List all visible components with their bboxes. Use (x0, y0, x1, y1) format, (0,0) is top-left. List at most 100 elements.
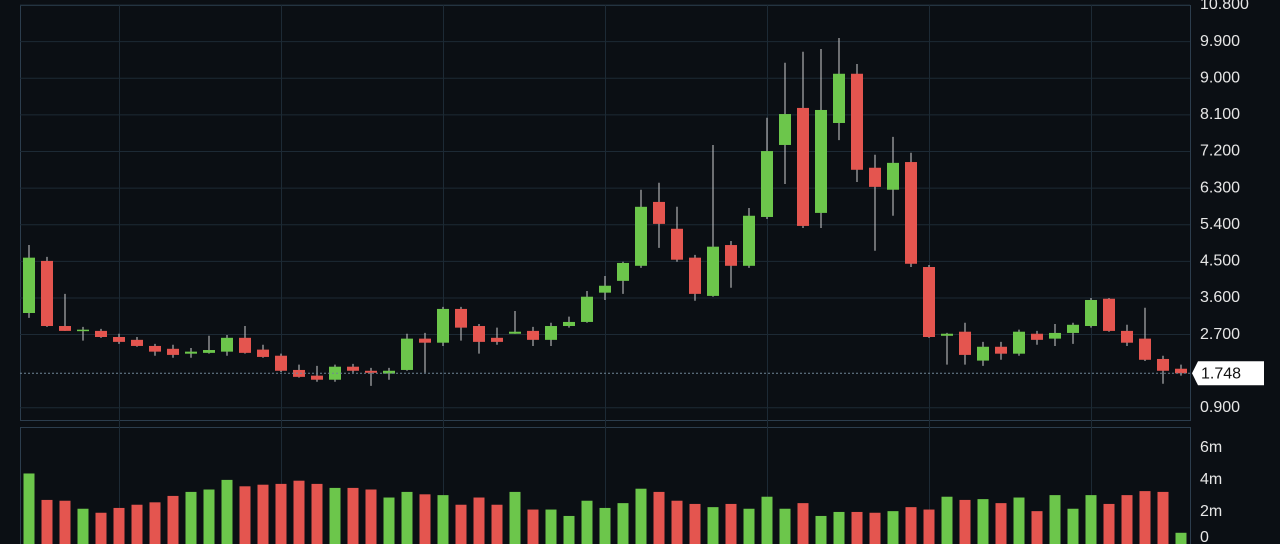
volume-bar (275, 483, 287, 544)
volume-bar (1031, 511, 1043, 544)
volume-bar (689, 503, 701, 544)
candle-body (113, 337, 125, 342)
volume-bar (473, 497, 485, 544)
volume-bar (311, 483, 323, 544)
y-tick-label: 5.400 (1200, 216, 1240, 233)
candle-body (617, 262, 629, 281)
candle-body (527, 330, 539, 340)
y-tick-label: 6.300 (1200, 179, 1240, 196)
y-tick-label: 0 (1200, 529, 1209, 544)
candle-body (167, 348, 179, 355)
candle-body (1031, 333, 1043, 340)
candle-body (1139, 338, 1151, 360)
volume-bar (167, 495, 179, 544)
candle-body (1103, 298, 1115, 331)
volume-bar (761, 496, 773, 544)
last-price-label: 1.748 (1201, 366, 1241, 383)
candle-body (257, 349, 269, 357)
volume-bar (1175, 532, 1187, 544)
volume-bar (923, 509, 935, 544)
candle-body (599, 285, 611, 293)
volume-bar (149, 502, 161, 544)
y-tick-label: 7.200 (1200, 143, 1240, 160)
volume-bar (941, 496, 953, 544)
candle-body (815, 109, 827, 213)
candle-body (131, 339, 143, 346)
volume-bar (329, 487, 341, 544)
volume-bar (293, 480, 305, 544)
candle-body (959, 331, 971, 355)
volume-bar (1103, 503, 1115, 544)
volume-bar (725, 503, 737, 544)
volume-bar (599, 507, 611, 544)
volume-bar (455, 504, 467, 544)
candle-body (1157, 358, 1169, 371)
candle-body (905, 162, 917, 264)
volume-bar (59, 500, 71, 544)
volume-bar (905, 507, 917, 544)
volume-bar (833, 511, 845, 544)
y-tick-label: 3.600 (1200, 289, 1240, 306)
volume-bar (1049, 495, 1061, 544)
candle-body (977, 346, 989, 361)
volume-bar (779, 508, 791, 544)
candle-body (671, 228, 683, 260)
volume-bar (671, 500, 683, 544)
candle-body (347, 366, 359, 371)
candle-body (995, 346, 1007, 354)
y-tick-label: 0.900 (1200, 399, 1240, 416)
candle-body (293, 369, 305, 377)
candle-body (707, 246, 719, 296)
volume-bar (797, 503, 809, 544)
candle-body (455, 308, 467, 328)
candle-body (491, 337, 503, 342)
volume-bar (491, 504, 503, 544)
volume-bar (1157, 491, 1169, 544)
volume-bar (815, 515, 827, 544)
y-tick-label: 2m (1200, 503, 1222, 520)
candle-body (185, 351, 197, 354)
candle-body (95, 330, 107, 337)
volume-bar (185, 491, 197, 544)
y-tick-label: 4m (1200, 471, 1222, 488)
candle-body (851, 73, 863, 170)
volume-bar (401, 491, 413, 544)
y-tick-label: 6m (1200, 439, 1222, 456)
volume-bar (977, 499, 989, 544)
volume-bar (1067, 508, 1079, 544)
volume-bar (1121, 495, 1133, 544)
volume-bar (851, 511, 863, 544)
candle-body (23, 257, 35, 313)
volume-bar (581, 500, 593, 544)
candle-body (203, 350, 215, 353)
volume-bar (203, 489, 215, 544)
candle-body (221, 337, 233, 352)
last-price-tag (1192, 361, 1264, 386)
volume-bar (509, 491, 521, 544)
candle-body (563, 321, 575, 327)
candle-body (887, 162, 899, 190)
volume-bar (995, 503, 1007, 544)
candle-body (437, 308, 449, 343)
candle-body (329, 366, 341, 380)
candle-body (419, 338, 431, 343)
volume-bar (257, 484, 269, 544)
volume-bar (239, 486, 251, 544)
candle-body (149, 345, 161, 352)
candle-body (869, 167, 881, 187)
y-tick-label: 8.100 (1200, 106, 1240, 123)
volume-bar (131, 504, 143, 544)
candle-body (383, 370, 395, 374)
candle-body (635, 206, 647, 266)
candle-body (1085, 299, 1097, 327)
volume-bar (347, 487, 359, 544)
volume-bar (437, 495, 449, 544)
volume-bar (545, 509, 557, 544)
volume-bar (383, 497, 395, 544)
volume-bar (77, 508, 89, 544)
volume-bar (527, 509, 539, 544)
y-tick-label: 4.500 (1200, 253, 1240, 270)
volume-bar (707, 507, 719, 544)
candle-body (509, 331, 521, 334)
